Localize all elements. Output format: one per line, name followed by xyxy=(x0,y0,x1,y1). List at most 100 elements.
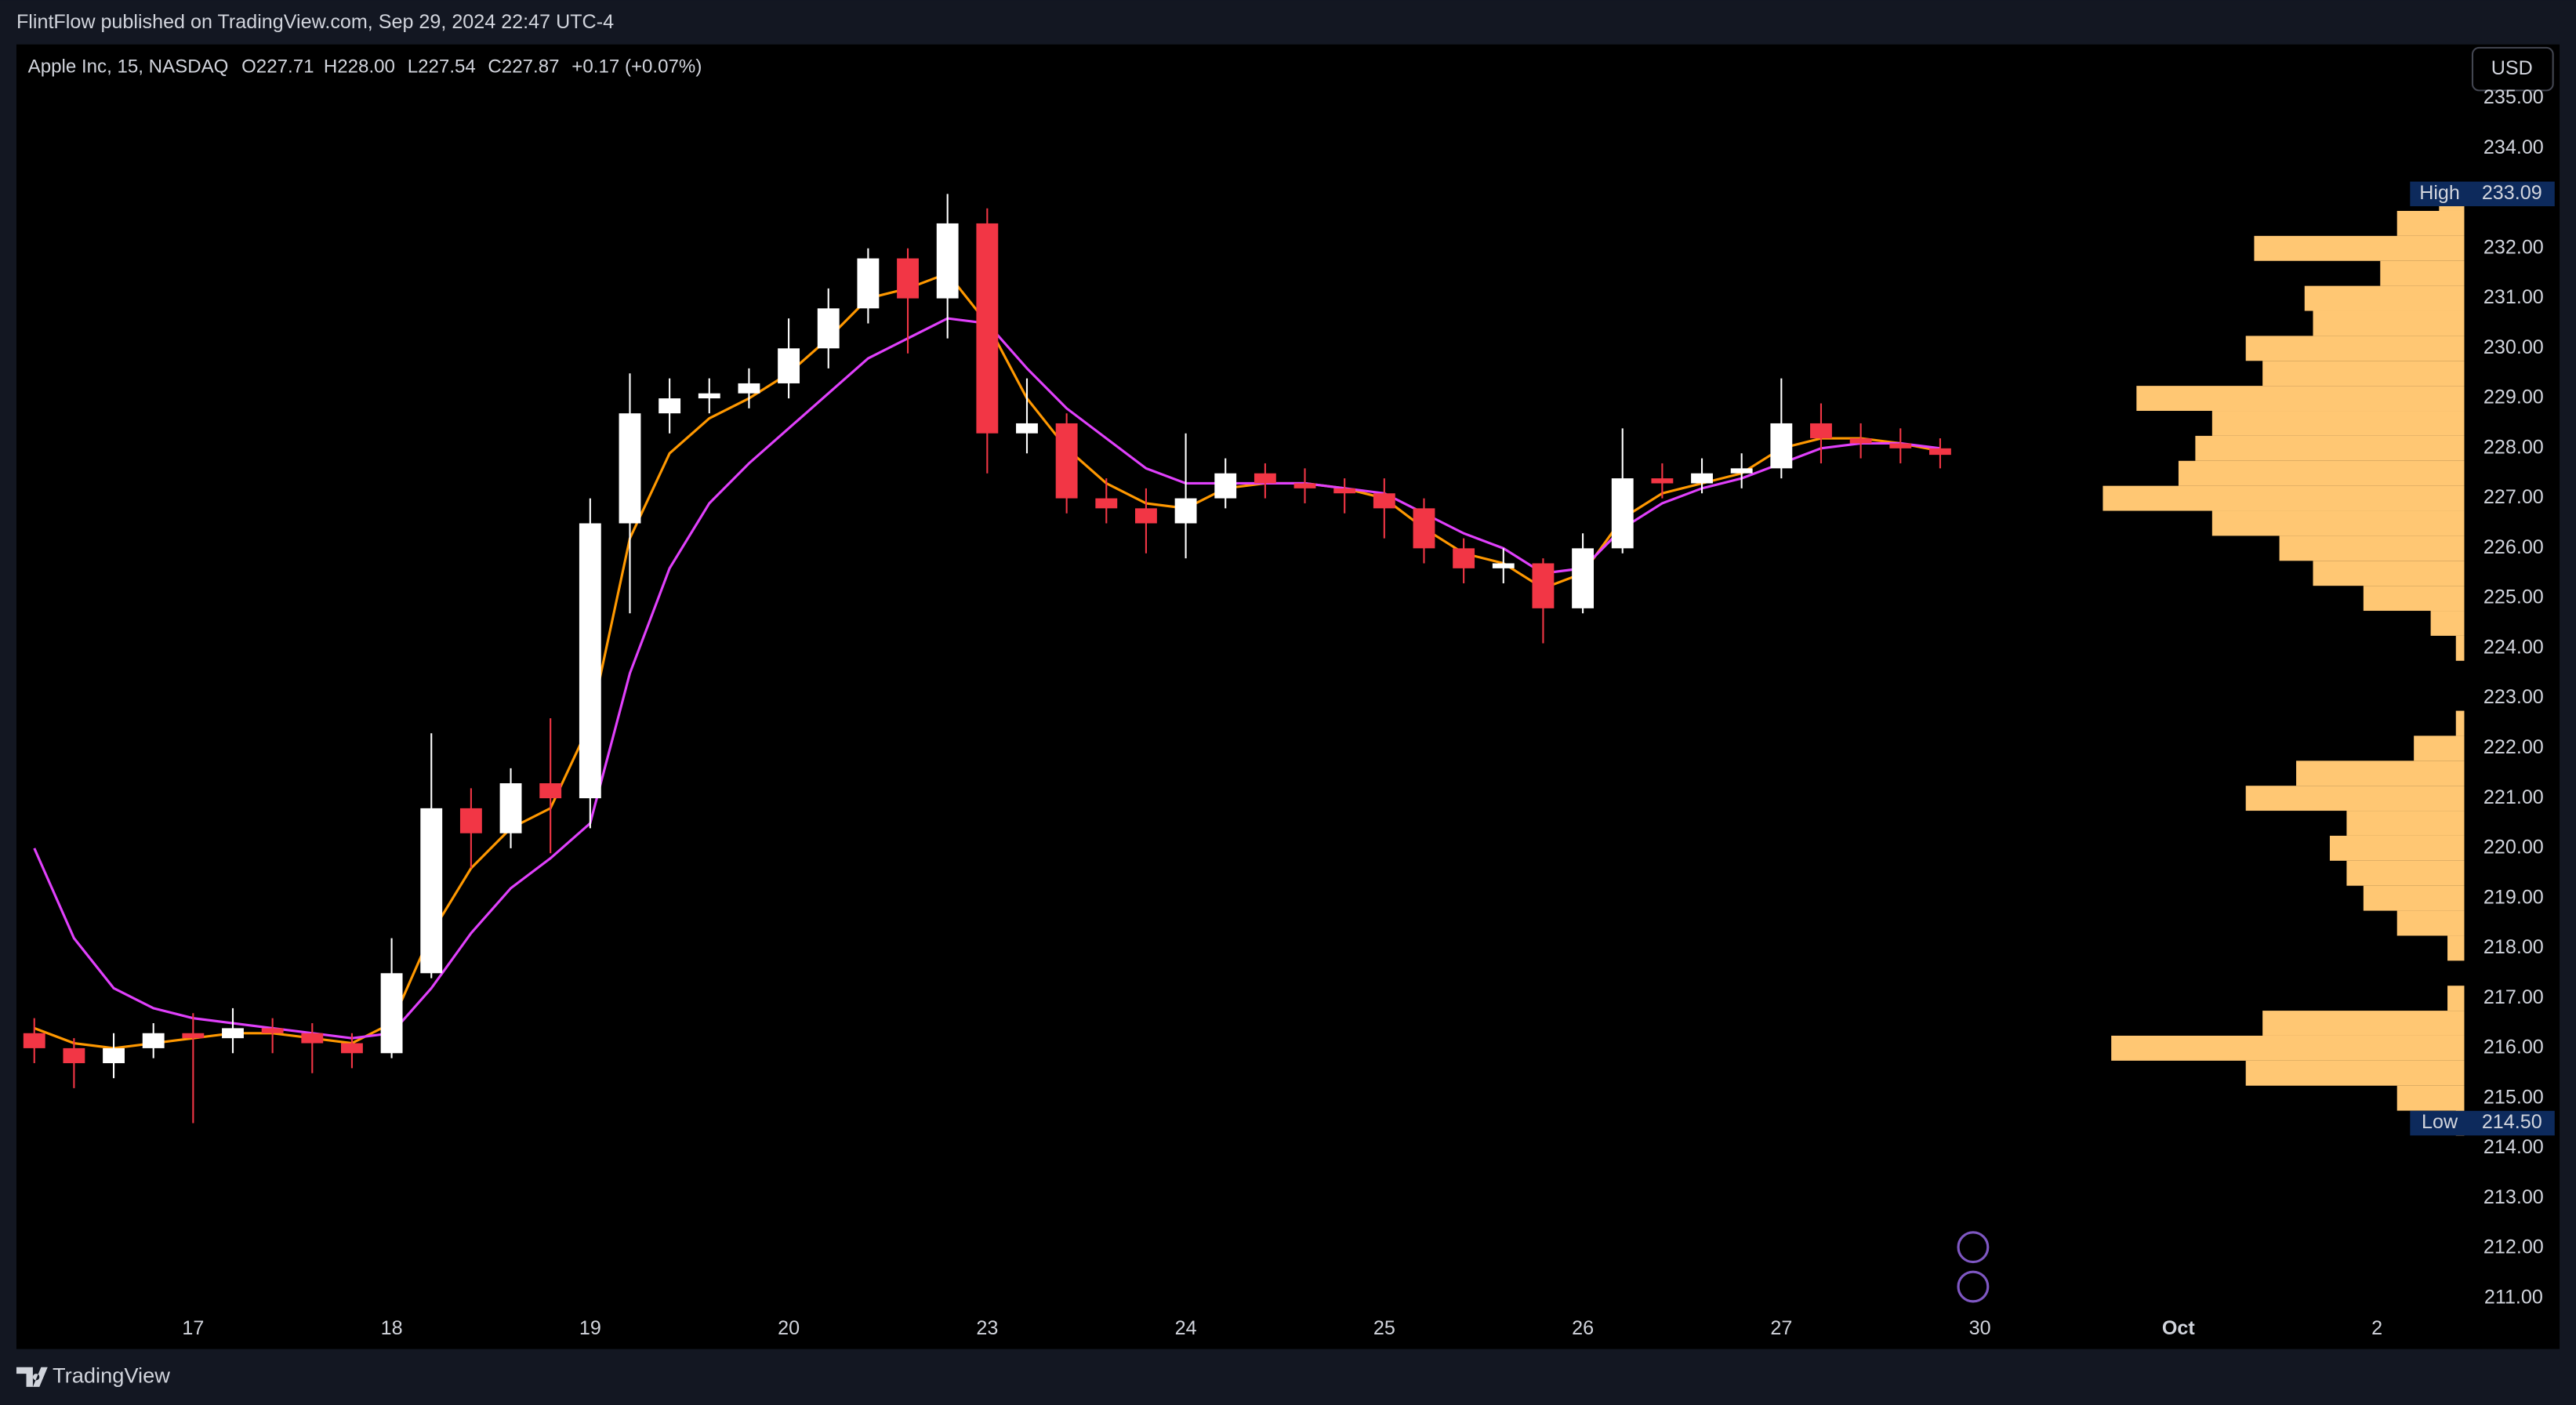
badge-label: High xyxy=(2419,182,2460,204)
candle-body xyxy=(1055,423,1078,499)
currency[interactable]: USD xyxy=(2491,57,2533,79)
candle-body xyxy=(659,398,681,414)
badge-value: 214.50 xyxy=(2482,1111,2542,1133)
x-tick-label: 24 xyxy=(1175,1317,1197,1339)
y-tick-label: 234.00 xyxy=(2483,136,2544,158)
volume-profile-bar xyxy=(2245,336,2465,361)
x-tick-label: 2 xyxy=(2371,1317,2382,1339)
volume-profile-bar xyxy=(2195,435,2465,461)
icon-button[interactable] xyxy=(1957,1231,1990,1264)
candle-body xyxy=(1928,448,1951,456)
x-tick-label: 18 xyxy=(381,1317,403,1339)
logo xyxy=(16,1367,48,1387)
volume-profile-bar xyxy=(2380,260,2465,286)
volume-profile-bar xyxy=(2414,735,2465,761)
volume-profile-bar xyxy=(2211,411,2465,436)
candle-body xyxy=(222,1028,244,1039)
candle-body xyxy=(857,258,880,309)
volume-profile-bar xyxy=(2447,986,2465,1011)
volume-profile-bar xyxy=(2346,860,2465,886)
y-tick-label: 214.00 xyxy=(2483,1136,2544,1158)
candle-body xyxy=(1691,473,1713,484)
candle-body xyxy=(738,383,760,394)
volume-profile-bar xyxy=(2262,1011,2465,1036)
volume-profile-bar xyxy=(2245,786,2465,811)
candle-body xyxy=(499,782,522,833)
candle-body xyxy=(341,1043,363,1054)
y-tick-label: 230.00 xyxy=(2483,336,2544,358)
y-tick-label: 222.00 xyxy=(2483,736,2544,758)
candle-body xyxy=(420,808,443,974)
icon-button[interactable] xyxy=(1957,1270,1990,1303)
x-tick-label: 23 xyxy=(976,1317,998,1339)
candle-body xyxy=(1611,478,1634,549)
candle-body xyxy=(1293,483,1316,488)
y-tick-label: 220.00 xyxy=(2483,837,2544,859)
candle-body xyxy=(1532,563,1555,608)
candle-body xyxy=(1770,423,1793,469)
candle-body xyxy=(1095,498,1118,509)
candle-body xyxy=(1572,548,1595,608)
candle-body xyxy=(301,1033,324,1044)
volume-profile-bar xyxy=(2396,210,2465,236)
x-tick-label: 26 xyxy=(1572,1317,1594,1339)
volume-profile-bar xyxy=(2455,635,2465,661)
y-tick-label: 213.00 xyxy=(2483,1186,2544,1208)
price-badge xyxy=(2410,181,2555,207)
ohlc-change: +0.17 (+0.07%) xyxy=(571,56,702,77)
candle-body xyxy=(1849,438,1872,444)
volume-profile-bar xyxy=(2447,935,2465,961)
axes: 211.00 212.00 213.00 214.00 215.00 216.00 217.… xyxy=(182,86,2555,1339)
candle-body xyxy=(1333,488,1356,494)
y-tick-label: 225.00 xyxy=(2483,586,2544,608)
volume-profile-bar xyxy=(2111,1035,2465,1061)
candle-body xyxy=(1413,508,1435,549)
volume-profile-bar xyxy=(2396,910,2465,936)
candle-body xyxy=(103,1047,125,1064)
volume-profile-bar xyxy=(2329,835,2465,861)
volume-profile-bar xyxy=(2396,1085,2465,1111)
volume-profile-bar xyxy=(2262,361,2465,387)
candle-body xyxy=(897,258,919,299)
chart-area xyxy=(16,44,2560,1349)
y-tick-label: 226.00 xyxy=(2483,536,2544,558)
x-tick-label: 17 xyxy=(182,1317,204,1339)
volume-profile-bar xyxy=(2304,285,2465,311)
candle-body xyxy=(1453,548,1475,568)
x-tick-label: Oct xyxy=(2162,1317,2196,1339)
volume-profile-bar xyxy=(2245,1060,2465,1086)
publisher: FlintFlow published on TradingView.com, … xyxy=(16,11,614,33)
candle-body xyxy=(261,1028,284,1033)
candle-body xyxy=(539,782,562,799)
candle-body xyxy=(1651,478,1674,484)
price-badge xyxy=(2410,1110,2555,1136)
candle-body xyxy=(142,1033,165,1048)
ohlc-high: H228.00 xyxy=(324,56,395,77)
x-tick-label: 25 xyxy=(1373,1317,1395,1339)
x-tick-label: 19 xyxy=(579,1317,601,1339)
volume-profile-bar xyxy=(2363,586,2465,612)
symbol: Apple Inc, 15, NASDAQ xyxy=(28,56,229,77)
candle-body xyxy=(63,1047,85,1064)
currency-button[interactable] xyxy=(2471,46,2554,92)
x-tick-label: 30 xyxy=(1969,1317,1991,1339)
candle-body xyxy=(1810,423,1832,439)
volume-profile-bar xyxy=(2455,710,2465,736)
candle-body xyxy=(1254,473,1276,484)
candle-body xyxy=(579,523,601,799)
volume-profile-bar xyxy=(2346,811,2465,836)
y-tick-label: 221.00 xyxy=(2483,786,2544,808)
volume-profile-bar xyxy=(2313,310,2465,336)
candle-body xyxy=(1889,443,1912,448)
footer-brand: TradingView xyxy=(53,1363,170,1387)
volume-profile-bar xyxy=(2136,386,2465,412)
y-tick-label: 218.00 xyxy=(2483,936,2544,958)
badge-value: 233.09 xyxy=(2482,182,2542,204)
volume-profile-bar xyxy=(2211,510,2465,536)
y-tick-label: 232.00 xyxy=(2483,236,2544,258)
candle-body xyxy=(1373,493,1395,509)
y-tick-label: 211.00 xyxy=(2484,1286,2543,1308)
candle-body xyxy=(1492,563,1515,568)
